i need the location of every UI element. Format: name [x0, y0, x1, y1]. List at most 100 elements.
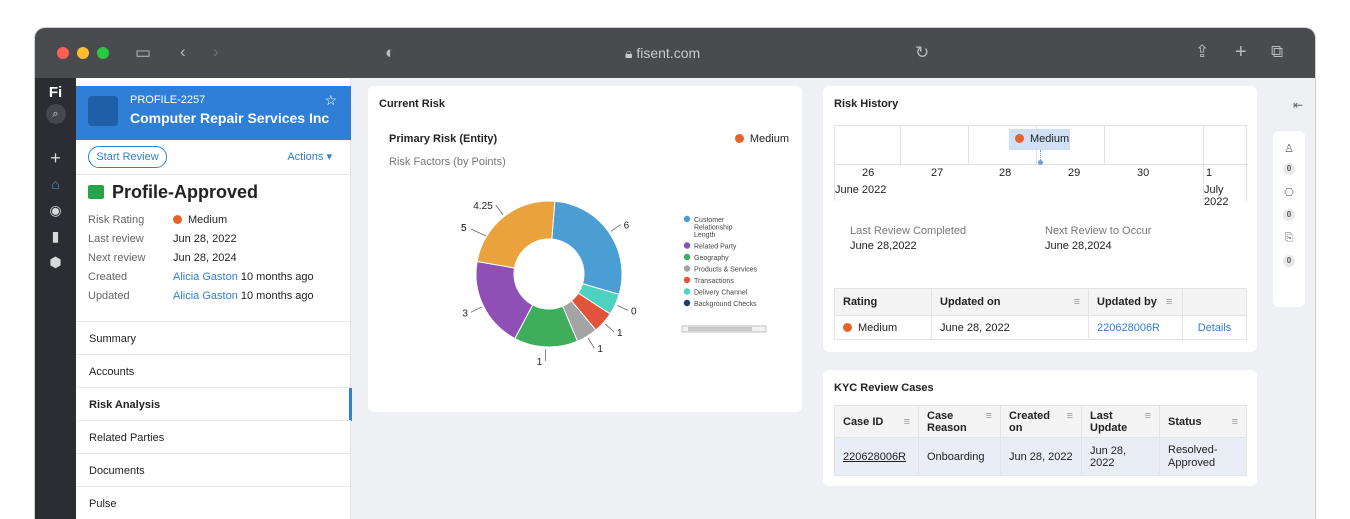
timeline-marker-label: Medium — [1030, 133, 1070, 145]
minimize-window-button[interactable] — [77, 47, 89, 59]
column-header-label: Case ID — [843, 415, 884, 428]
close-window-button[interactable] — [57, 47, 69, 59]
slice-label: 6 — [624, 221, 630, 232]
legend-label[interactable]: Products & Services — [694, 267, 758, 274]
kyc-review-cases-card: KYC Review Cases Case ID ≡ Case Reason ≡ C… — [823, 370, 1257, 486]
primary-risk-text: Medium — [749, 133, 789, 145]
clipboard-icon[interactable]: ⎘ — [1284, 232, 1294, 244]
primary-risk-label: Primary Risk (Entity) — [389, 133, 498, 145]
add-icon[interactable]: + — [50, 148, 61, 168]
filter-icon[interactable]: ≡ — [1144, 409, 1151, 422]
updated-by-link[interactable]: 220628006R — [1088, 315, 1183, 340]
updated-by-link[interactable]: Alicia Gaston — [173, 290, 238, 302]
collapse-left-icon[interactable]: ⇤ — [1293, 98, 1304, 112]
column-header[interactable]: Case Reason ≡ — [918, 405, 1001, 438]
status-text: Resolved-Approved — [1168, 443, 1218, 469]
leader-line — [610, 224, 621, 232]
column-header[interactable]: Status ≡ — [1159, 405, 1247, 438]
new-tab-icon[interactable]: + — [1235, 41, 1247, 63]
leader-line — [587, 337, 595, 349]
browser-window: ▭ ‹ › ◐ 🔒︎ fisent.com ↻ ⇪ + ⧉ Fi ⌕ + ⌂ ◉… — [35, 28, 1315, 519]
compass-icon[interactable]: ◉ — [49, 202, 62, 218]
legend-label[interactable]: Related Party — [694, 244, 737, 251]
timeline-marker[interactable]: Medium — [1009, 129, 1070, 150]
column-header[interactable]: Updated on ≡ — [931, 288, 1089, 316]
next-review-value: Jun 28, 2024 — [173, 252, 237, 264]
next-review-label: Next Review to Occur — [1045, 225, 1152, 237]
filter-icon[interactable]: ≡ — [1231, 415, 1238, 428]
legend-swatch — [683, 299, 691, 307]
profile-header: PROFILE-2257 Computer Repair Services In… — [76, 86, 351, 140]
legend-scrollbar-thumb[interactable] — [688, 327, 752, 331]
legend-label[interactable]: Transactions — [694, 278, 734, 285]
risk-history-title: Risk History — [834, 98, 899, 110]
leader-line — [470, 228, 487, 237]
table-row: Medium June 28, 2022 220628006R Details — [834, 315, 1247, 340]
bar-chart-icon[interactable]: ▮ — [51, 228, 60, 244]
field-label: Created — [88, 271, 128, 283]
nav-documents[interactable]: Documents — [76, 453, 351, 486]
nav-accounts[interactable]: Accounts — [76, 354, 351, 387]
table-row[interactable]: 220628006R Onboarding Jun 28, 2022 Jun 2… — [834, 437, 1247, 476]
legend-label[interactable]: Relationship — [694, 225, 733, 232]
column-header[interactable]: Updated by ≡ — [1088, 288, 1183, 316]
legend-label[interactable]: Background Checks — [694, 301, 757, 308]
slice-label: 0 — [631, 306, 637, 317]
details-link[interactable]: Details — [1182, 315, 1247, 340]
legend-label[interactable]: Customer — [694, 217, 725, 224]
pie-slice[interactable] — [551, 200, 623, 296]
nav-related-parties[interactable]: Related Parties — [76, 420, 351, 453]
legend-label[interactable]: Geography — [694, 255, 729, 262]
actions-menu[interactable]: Actions ▾ — [287, 150, 332, 163]
created-by-link[interactable]: Alicia Gaston — [173, 271, 238, 283]
shield-icon[interactable]: ◐ — [385, 43, 396, 62]
updated-ago: 10 months ago — [240, 290, 314, 302]
legend-label[interactable]: Delivery Channel — [694, 290, 748, 297]
reload-icon[interactable]: ↻ — [915, 43, 930, 62]
primary-risk-value: Medium — [734, 133, 789, 145]
pie-slice[interactable] — [476, 200, 556, 269]
filter-icon[interactable]: ≡ — [1165, 296, 1173, 308]
zoom-window-button[interactable] — [97, 47, 109, 59]
address-bar[interactable]: 🔒︎ fisent.com — [625, 45, 700, 62]
home-icon[interactable]: ⌂ — [51, 176, 60, 192]
column-header[interactable]: Last Update ≡ — [1081, 405, 1160, 438]
day-label: 27 — [931, 167, 944, 179]
risk-rating-text: Medium — [188, 214, 228, 226]
tabs-overview-icon[interactable]: ⧉ — [1271, 42, 1284, 61]
column-header-label: Created on — [1009, 409, 1050, 434]
back-icon[interactable]: ‹ — [180, 42, 186, 61]
case-id-link[interactable]: 220628006R — [834, 437, 919, 476]
forward-icon[interactable]: › — [213, 42, 219, 61]
nav-risk-analysis[interactable]: Risk Analysis — [76, 387, 352, 421]
nav-summary[interactable]: Summary — [76, 321, 351, 354]
column-header[interactable]: Case ID ≡ — [834, 405, 919, 438]
month-label: June 2022 — [835, 184, 887, 196]
column-header-label: Case Reason — [927, 409, 967, 434]
medium-dot-icon — [734, 134, 744, 143]
share-icon[interactable]: ⇪ — [1195, 42, 1210, 61]
review-icon[interactable]: ⎔ — [1284, 187, 1294, 199]
kyc-table: Case ID ≡ Case Reason ≡ Created on ≡ Last U… — [834, 405, 1247, 476]
filter-icon[interactable]: ≡ — [903, 415, 910, 428]
column-header[interactable]: Created on ≡ — [1000, 405, 1082, 438]
app-logo: Fi — [48, 84, 63, 101]
filter-icon[interactable]: ≡ — [1073, 296, 1080, 308]
slice-label: 1 — [537, 357, 543, 368]
badge-icon[interactable]: ⬢ — [49, 254, 62, 270]
filter-icon[interactable]: ≡ — [985, 409, 992, 422]
start-review-button[interactable]: Start Review — [88, 146, 167, 168]
people-icon[interactable]: ♙ — [1284, 143, 1294, 155]
medium-dot-icon — [843, 322, 852, 332]
sidebar-toggle-icon[interactable]: ▭ — [135, 43, 152, 62]
day-label: 1 — [1206, 167, 1213, 179]
nav-pulse[interactable]: Pulse — [76, 486, 351, 519]
next-review-date: June 28,2024 — [1045, 240, 1112, 252]
active-indicator — [349, 388, 352, 421]
star-icon[interactable]: ☆ — [324, 92, 337, 108]
filter-icon[interactable]: ≡ — [1066, 409, 1073, 422]
legend-label[interactable]: Length — [694, 232, 716, 239]
profile-panel: PROFILE-2257 Computer Repair Services In… — [76, 78, 352, 519]
rating-text: Medium — [858, 321, 898, 334]
search-icon[interactable]: ⌕ — [35, 104, 76, 124]
